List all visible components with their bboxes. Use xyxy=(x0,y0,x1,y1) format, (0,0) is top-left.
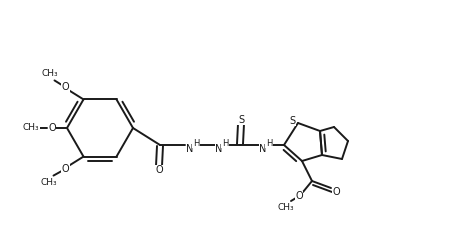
Text: O: O xyxy=(48,123,56,133)
Text: CH₃: CH₃ xyxy=(40,178,57,187)
Text: O: O xyxy=(295,191,303,201)
Text: N: N xyxy=(259,144,266,154)
Text: N: N xyxy=(186,144,194,154)
Text: S: S xyxy=(238,115,244,125)
Text: CH₃: CH₃ xyxy=(23,124,39,132)
Text: S: S xyxy=(289,116,295,126)
Text: H: H xyxy=(222,138,228,148)
Text: O: O xyxy=(332,187,340,197)
Text: CH₃: CH₃ xyxy=(41,69,58,78)
Text: O: O xyxy=(155,165,163,175)
Text: H: H xyxy=(193,138,199,148)
Text: O: O xyxy=(62,164,69,174)
Text: H: H xyxy=(266,138,272,148)
Text: CH₃: CH₃ xyxy=(278,204,294,213)
Text: O: O xyxy=(62,82,69,93)
Text: N: N xyxy=(215,144,223,154)
